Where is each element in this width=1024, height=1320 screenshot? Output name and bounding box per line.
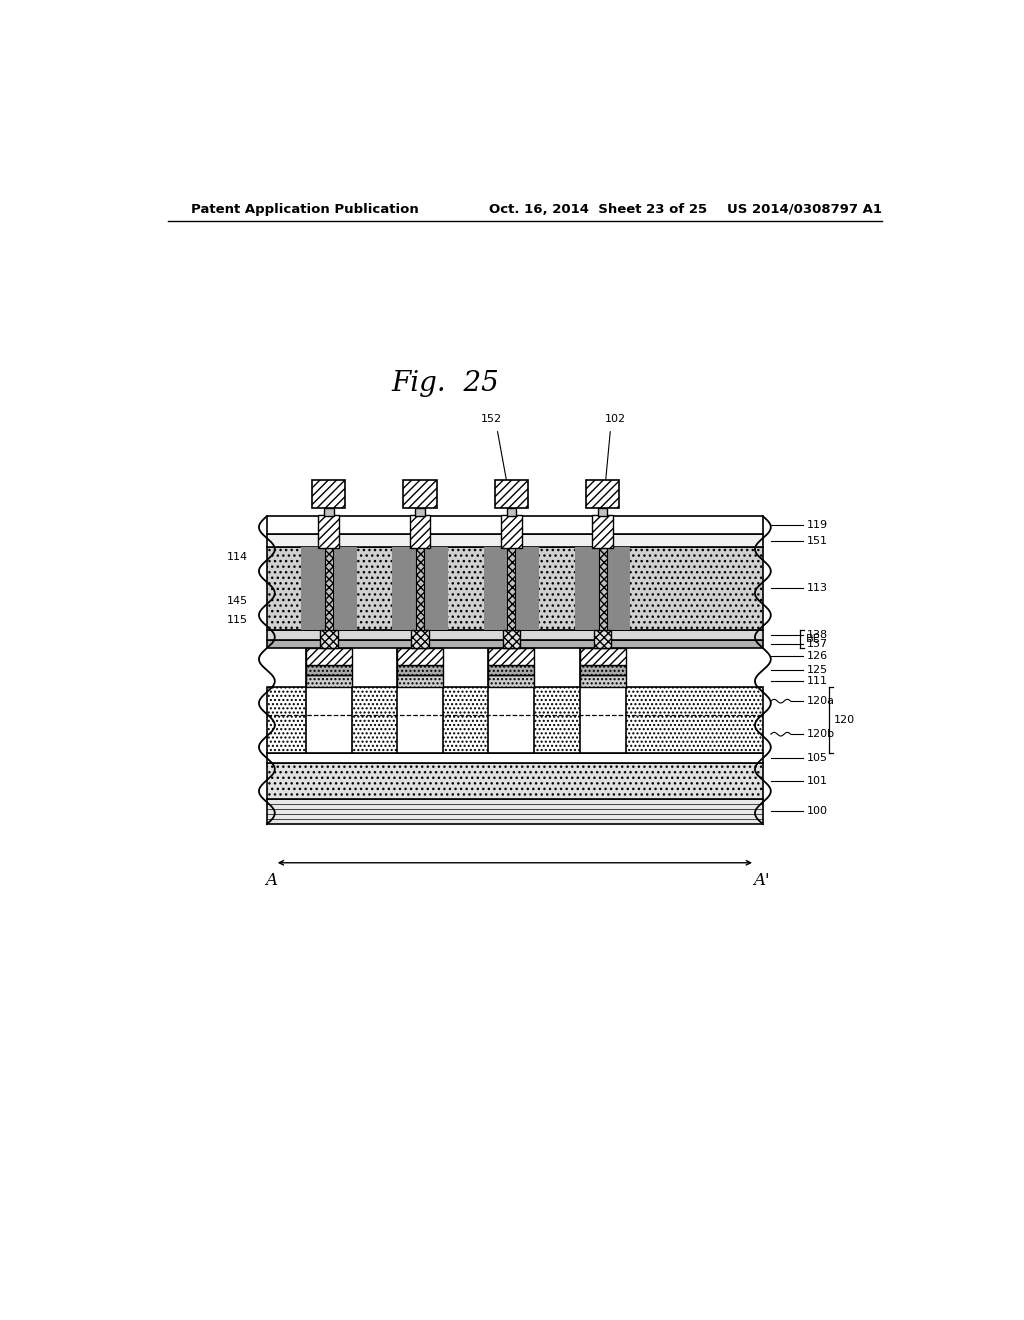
Bar xyxy=(403,479,436,508)
Bar xyxy=(325,546,333,630)
Bar xyxy=(397,648,443,664)
Bar xyxy=(267,763,763,799)
Bar xyxy=(416,508,425,516)
Text: 111: 111 xyxy=(807,676,827,686)
Bar xyxy=(599,546,606,630)
Text: US 2014/0308797 A1: US 2014/0308797 A1 xyxy=(727,203,882,215)
Text: 120: 120 xyxy=(835,715,855,725)
Bar xyxy=(580,664,626,675)
Bar xyxy=(488,675,535,686)
Text: Patent Application Publication: Patent Application Publication xyxy=(191,203,419,215)
Bar xyxy=(488,664,535,675)
Bar xyxy=(598,508,607,516)
Bar xyxy=(267,535,763,546)
Text: 105: 105 xyxy=(807,754,827,763)
Bar xyxy=(306,675,352,686)
Bar xyxy=(324,508,334,516)
Bar xyxy=(399,689,440,751)
Text: 113: 113 xyxy=(807,583,827,593)
Text: BE: BE xyxy=(806,634,820,644)
Bar xyxy=(306,648,352,664)
Text: A': A' xyxy=(753,873,770,890)
Bar xyxy=(503,630,520,648)
Bar xyxy=(397,675,443,686)
Bar xyxy=(392,546,447,630)
Bar xyxy=(312,479,345,508)
Text: 115: 115 xyxy=(227,615,248,624)
Text: 102: 102 xyxy=(605,413,626,424)
Text: Fig.  25: Fig. 25 xyxy=(391,370,500,396)
Text: A: A xyxy=(265,873,276,890)
Bar xyxy=(301,546,356,630)
Text: 120a: 120a xyxy=(807,696,835,706)
Text: 126: 126 xyxy=(807,652,827,661)
Bar xyxy=(267,799,763,824)
Text: 125: 125 xyxy=(807,665,827,675)
Bar xyxy=(507,546,515,630)
Bar xyxy=(267,630,763,640)
Text: 101: 101 xyxy=(807,776,827,785)
Text: 120b: 120b xyxy=(807,729,835,739)
Bar xyxy=(267,752,763,763)
Text: 114: 114 xyxy=(227,552,249,562)
Bar xyxy=(483,546,539,630)
Bar xyxy=(318,515,339,548)
Bar xyxy=(574,546,631,630)
Bar xyxy=(321,630,338,648)
Bar xyxy=(267,686,763,752)
Bar xyxy=(594,630,611,648)
Bar xyxy=(580,675,626,686)
Bar xyxy=(397,664,443,675)
Bar xyxy=(580,648,626,752)
Bar xyxy=(397,648,443,752)
Bar xyxy=(495,479,528,508)
Bar xyxy=(410,515,430,548)
Bar xyxy=(582,689,624,751)
Text: 152: 152 xyxy=(481,413,502,424)
Text: 137: 137 xyxy=(807,639,827,649)
Text: 145: 145 xyxy=(227,595,249,606)
Bar xyxy=(488,648,535,664)
Text: 119: 119 xyxy=(807,520,827,531)
Bar xyxy=(306,648,352,752)
Bar xyxy=(490,689,531,751)
Bar xyxy=(308,689,349,751)
Bar xyxy=(267,516,763,535)
Bar xyxy=(267,546,763,630)
Text: 100: 100 xyxy=(807,807,827,817)
Bar xyxy=(267,640,763,648)
Bar xyxy=(580,648,626,664)
Text: 138: 138 xyxy=(807,630,827,640)
Bar xyxy=(586,479,620,508)
Bar xyxy=(416,546,424,630)
Bar xyxy=(488,648,535,752)
Bar xyxy=(412,630,429,648)
Bar xyxy=(507,508,516,516)
Bar xyxy=(501,515,521,548)
Text: Oct. 16, 2014  Sheet 23 of 25: Oct. 16, 2014 Sheet 23 of 25 xyxy=(489,203,708,215)
Text: 151: 151 xyxy=(807,536,827,545)
Bar xyxy=(592,515,613,548)
Bar xyxy=(306,664,352,675)
